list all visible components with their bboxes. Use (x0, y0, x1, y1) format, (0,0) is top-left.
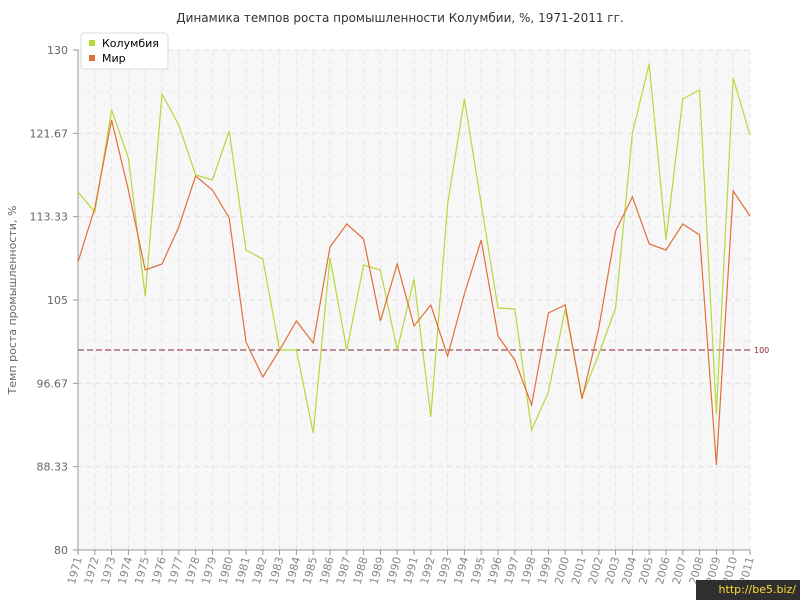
legend-entry-0[interactable]: Колумбия (102, 37, 159, 50)
legend[interactable]: Колумбия Мир (80, 32, 169, 70)
x-axis-ticks: 1971197219731974197519761977197819791980… (65, 555, 757, 585)
axes (73, 49, 751, 555)
y-tick-label: 121.67 (30, 127, 69, 140)
y-axis-label: Темп роста промышленности, % (6, 206, 19, 396)
series-line-0[interactable] (77, 63, 751, 434)
y-tick-label: 80 (54, 544, 68, 557)
legend-box (80, 32, 169, 70)
y-axis-ticks: 80 88.33 96.67 105 113.33 121.67 130 (30, 44, 69, 557)
watermark-link[interactable]: http://be5.biz/ (696, 580, 800, 600)
y-tick-label: 113.33 (30, 211, 69, 224)
series-line-1[interactable] (77, 119, 751, 466)
y-tick-label: 105 (47, 294, 68, 307)
legend-swatch-1 (89, 55, 95, 61)
y-tick-label: 88.33 (37, 461, 69, 474)
legend-swatch-0 (89, 40, 95, 46)
y-tick-label: 96.67 (37, 377, 69, 390)
reference-line-group: 100 (78, 346, 769, 355)
y-tick-label: 130 (47, 44, 68, 57)
legend-entry-1[interactable]: Мир (102, 52, 126, 65)
grid (77, 49, 751, 551)
series-lines (77, 63, 751, 466)
reference-line-label: 100 (754, 346, 769, 355)
chart-title: Динамика темпов роста промышленности Кол… (176, 11, 623, 25)
